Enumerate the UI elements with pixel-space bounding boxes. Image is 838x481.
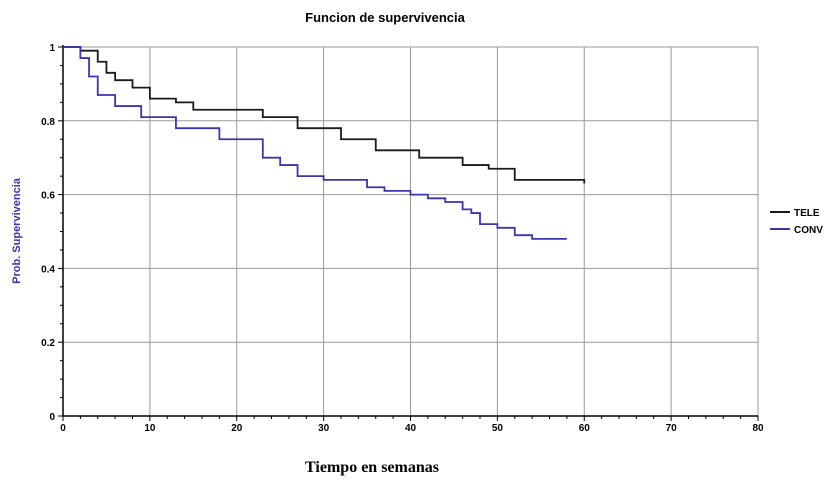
x-tick-label-5: 50 [492, 423, 504, 434]
legend: TELE CONV [770, 208, 823, 236]
y-tick-label-1: 0.2 [41, 338, 55, 349]
y-tick-label-0: 0 [49, 412, 55, 423]
x-tick-label-8: 80 [752, 423, 764, 434]
y-tick-label-4: 0.8 [41, 117, 55, 128]
grid-layer [63, 46, 759, 416]
axis-layer: 0 10 20 30 40 50 60 70 80 0 0.2 0.4 0.6 0.8 1 [41, 43, 764, 434]
x-axis-label: Tiempo en semanas [305, 459, 439, 476]
legend-label-tele: TELE [794, 208, 820, 219]
x-tick-label-0: 0 [60, 423, 66, 434]
series-line-tele [63, 46, 586, 184]
series-line-conv [63, 46, 567, 240]
x-tick-label-1: 10 [144, 423, 156, 434]
y-tick-label-5: 1 [49, 43, 55, 54]
x-tick-label-6: 60 [579, 423, 591, 434]
y-tick-label-3: 0.6 [41, 191, 55, 202]
y-tick-label-2: 0.4 [41, 264, 55, 275]
y-axis-label: Prob. Supervivencia [11, 177, 23, 284]
x-tick-label-7: 70 [666, 423, 678, 434]
series-layer [63, 46, 586, 240]
x-tick-label-2: 20 [231, 423, 243, 434]
chart-title: Funcion de supervivencia [305, 10, 465, 25]
legend-label-conv: CONV [794, 225, 823, 236]
x-tick-label-4: 40 [405, 423, 417, 434]
x-tick-label-3: 30 [318, 423, 330, 434]
